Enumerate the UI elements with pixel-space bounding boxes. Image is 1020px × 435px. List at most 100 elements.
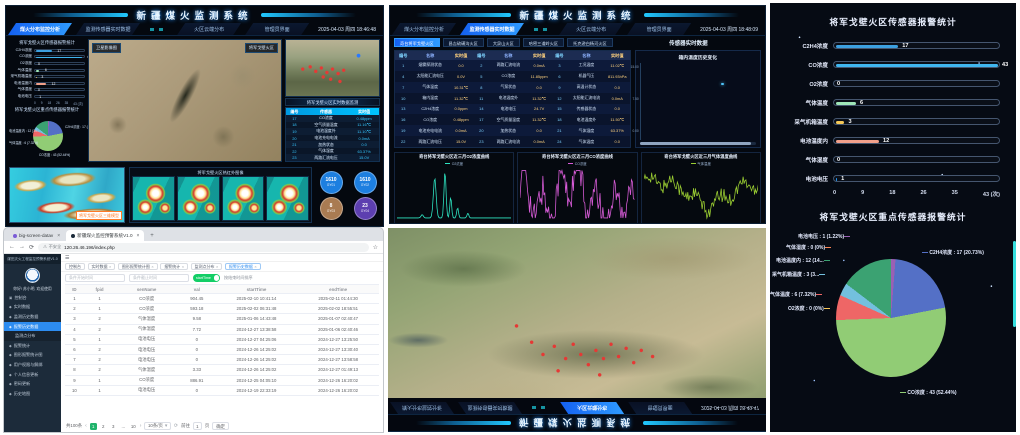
table-row[interactable]: 16 CO浓度 0.48ppm 17 空气质量温度 11.32℃ 18 电池温度外 11.50℃ <box>395 114 630 126</box>
chart-scrollbar[interactable] <box>645 223 757 224</box>
table-row[interactable]: 3 2 气体温度 9.58 2025-01-06 14:43:48 2025-01-07 … <box>65 314 379 325</box>
address-bar[interactable]: ⚠ 不安全 120.26.46.196/index.php <box>38 242 369 252</box>
tag-close-icon[interactable]: × <box>181 264 185 269</box>
page-number-3[interactable]: 3 <box>112 423 115 429</box>
table-row[interactable]: 1 1 CO浓度 904.45 2025-02-10 10:41:14 2025-02-1… <box>65 294 379 305</box>
chart-scrollbar[interactable] <box>639 141 756 145</box>
refresh-icon[interactable]: ⟳ <box>29 244 35 251</box>
hamburger-icon[interactable]: ☰ <box>65 254 70 261</box>
table-row[interactable]: 22 气体湿度 63.37% <box>286 147 379 155</box>
fire-zone-mini-map[interactable] <box>285 39 380 97</box>
sidebar-item-2[interactable]: ◆ 监测历史数据 <box>4 312 61 322</box>
page-tag-5[interactable]: 报警历史数据 × <box>224 263 261 270</box>
table-row[interactable]: 19 电池充电电流 0.0mA 20 加热状态 0.0 21 气体湿度 63.37% <box>395 125 630 137</box>
browser-tab-1[interactable]: 新疆煤火监控预警系统V1.0 × <box>66 230 145 241</box>
scrollbar[interactable] <box>1013 241 1016 327</box>
chart-scrollbar[interactable] <box>521 223 633 224</box>
page-tag-1[interactable]: 实时数据 × <box>87 263 116 270</box>
tab-close-icon[interactable]: × <box>136 232 140 239</box>
page-number-2[interactable]: 2 <box>102 423 105 429</box>
sidebar-item-10[interactable]: ◆ 历史地图 <box>4 389 61 399</box>
sidebar-item-7[interactable]: ◆ 用户权限与解绑 <box>4 360 61 370</box>
nav-tab-0[interactable]: 煤火分布监控分析 <box>8 23 72 35</box>
stat-badge[interactable]: 1610 GY02 <box>353 170 377 194</box>
nav-tab-1[interactable]: 监测传感器实时数据 <box>458 402 522 414</box>
table-row[interactable]: 10 箱内温度 11.32℃ 11 电池温度外 11.32℃ 12 太阳能汇流电流 0.0mA <box>395 92 630 104</box>
sidebar-item-8[interactable]: ◆ 个人信息更新 <box>4 370 61 380</box>
tag-close-icon[interactable]: × <box>151 264 154 269</box>
table-row[interactable]: 4 太阳能汇流电压 0.0V 5 CO浓度 11.85ppm 6 机器气压 811.93hPa <box>395 70 630 82</box>
table-row[interactable]: 19 电池温度外 11.10℃ <box>286 128 379 135</box>
table-row[interactable]: 6 2 电池电压 0 2024-12-26 14:25:02 2024-12-27 13:… <box>65 345 379 356</box>
browser-tab-0[interactable]: big-screen-datav × <box>8 230 65 241</box>
tag-close-icon[interactable]: × <box>254 264 257 269</box>
nav-tab-2[interactable]: 火区云端分布 <box>560 402 624 414</box>
nav-tab-0[interactable]: 煤火分布监控分析 <box>390 402 454 414</box>
sidebar-item-1[interactable]: ◆ 实时数据 <box>4 303 61 313</box>
table-row[interactable]: 22 两路汇流电压 15.0V 23 两路汇流电流 0.0mA 24 气体温度 0.0 <box>395 136 630 147</box>
confirm-button[interactable]: 确定 <box>212 422 230 430</box>
thermal-image-4[interactable] <box>266 176 309 221</box>
bookmark-star-icon[interactable]: ☆ <box>372 244 378 251</box>
page-tag-4[interactable]: 监测点分布 × <box>190 263 223 270</box>
page-number-1[interactable]: 1 <box>89 422 97 430</box>
fire-zone-tab-0[interactable]: 奇台将军戈壁火区 <box>394 38 440 47</box>
table-row[interactable]: 2 1 CO浓度 593.18 2025-02-02 06:31:48 2025-02-0… <box>65 304 379 315</box>
chart-scrollbar[interactable] <box>398 223 510 224</box>
sidebar-item-3[interactable]: ◆ 报警历史数据 <box>4 321 61 332</box>
table-row[interactable]: 21 加热状态 0.0 <box>286 141 379 148</box>
nav-tab-3[interactable]: 管理员界面 <box>245 23 309 35</box>
fire-zone-tab-3[interactable]: 哈密三道岭火区 <box>522 38 565 47</box>
nav-tab-1[interactable]: 监测传感器实时数据 <box>460 23 524 35</box>
goto-page-input[interactable]: 1 <box>192 422 202 430</box>
new-tab-button[interactable]: + <box>150 232 154 239</box>
thermal-image-2[interactable] <box>176 176 220 221</box>
tag-close-icon[interactable]: × <box>109 264 112 269</box>
table-row[interactable]: 9 1 CO浓度 886.91 2024-12-25 04:05:10 2024-12-2… <box>65 376 379 386</box>
table-row[interactable]: 5 1 电池电压 0 2024-12-27 04:25:06 2024-12-27 13:… <box>65 335 379 345</box>
back-icon[interactable]: ← <box>9 244 15 250</box>
next-page-icon[interactable]: › <box>139 423 142 429</box>
table-row[interactable]: 8 2 气体温度 3.33 2024-12-26 14:25:02 2024-12-27 … <box>65 365 379 376</box>
table-row[interactable]: 7 2 电池电压 0 2024-12-26 14:25:02 2024-12-27 13:… <box>65 355 379 366</box>
page-tag-3[interactable]: 报警统计 × <box>160 263 189 270</box>
stat-badge[interactable]: 8 GY03 <box>319 196 343 220</box>
nav-tab-2[interactable]: 火区云端分布 <box>177 23 241 35</box>
fire-zone-tab-2[interactable]: 大泉山火区 <box>486 38 520 47</box>
thermal-image-3[interactable] <box>221 176 265 221</box>
refresh-icon[interactable]: ⟳ <box>173 423 179 429</box>
sidebar-item-5[interactable]: ◆ 报警统计 <box>4 341 61 351</box>
page-number-10[interactable]: 10 <box>130 423 136 429</box>
per-page-select[interactable]: 10条/页 ▾ <box>144 422 171 430</box>
page-tag-0[interactable]: 控制台 <box>65 263 85 270</box>
nav-tab-3[interactable]: 管理员界面 <box>627 23 691 35</box>
nav-tab-0[interactable]: 煤火分布监控分析 <box>392 23 456 35</box>
table-row[interactable]: 18 空气质量温度 11.16℃ <box>286 121 379 129</box>
table-row[interactable]: 7 气体温度 10.31℃ 8 气泵状态 0.0 9 高温计状态 0.0 <box>395 81 630 93</box>
thermal-image-1[interactable] <box>132 176 175 221</box>
tab-close-icon[interactable]: × <box>57 232 61 239</box>
fire-zone-tab-4[interactable]: 托克逊白杨河火区 <box>567 38 613 47</box>
sidebar-item-0[interactable]: ▣ 控制台 <box>4 293 61 303</box>
fire-distribution-map-panel[interactable]: 新疆煤火监测系统 煤火分布监控分析 监测传感器实时数据 火区云端分布 管理员界面 202… <box>388 228 766 432</box>
table-row[interactable]: 20 电池充电电流 0.0mA <box>286 134 379 142</box>
table-row[interactable]: 10 1 电池电压 0 2024-12-19 22:33:19 2024-12-26 16… <box>65 386 379 396</box>
sidebar-item-9[interactable]: ◆ 密码更新 <box>4 379 61 389</box>
table-row[interactable]: 4 2 气体温度 7.72 2024-12-27 13:38:58 2025-01-06 … <box>65 325 379 335</box>
table-row[interactable]: 1 烟雾探测状态 0.0 2 两路汇流电流 0.0mA 3 工况温度 11.02℃ <box>395 60 630 71</box>
stat-badge[interactable]: 1610 GY01 <box>319 170 343 194</box>
terrain-3d-model[interactable]: 将军戈壁火区三维模型 <box>9 167 125 223</box>
satellite-map[interactable]: 卫星影像图 将军戈壁火区 <box>88 39 282 162</box>
stat-badge[interactable]: 23 GY04 <box>353 196 377 220</box>
start-time-input[interactable]: 条件开始时间 <box>65 274 125 282</box>
table-row[interactable]: 13 C2H4浓度 0.0ppm 14 电池电压 24.7V 15 传感器状态 0.0 <box>395 103 630 115</box>
security-warning[interactable]: ⚠ 不安全 <box>43 244 61 250</box>
nav-tab-3[interactable]: 管理员界面 <box>628 402 692 414</box>
nav-tab-1[interactable]: 监测传感器实时数据 <box>76 23 140 35</box>
table-row[interactable]: 23 两路汇流电压 15.0V <box>286 154 379 162</box>
fire-zone-tab-1[interactable]: 昌吉硫磺沟火区 <box>442 38 484 47</box>
table-row[interactable]: 17 CO浓度 0.48ppm <box>286 115 379 122</box>
sidebar-item-4[interactable]: 监测点分布 <box>4 331 61 341</box>
tag-close-icon[interactable]: × <box>216 264 219 269</box>
nav-tab-2[interactable]: 火区云端分布 <box>559 23 623 35</box>
